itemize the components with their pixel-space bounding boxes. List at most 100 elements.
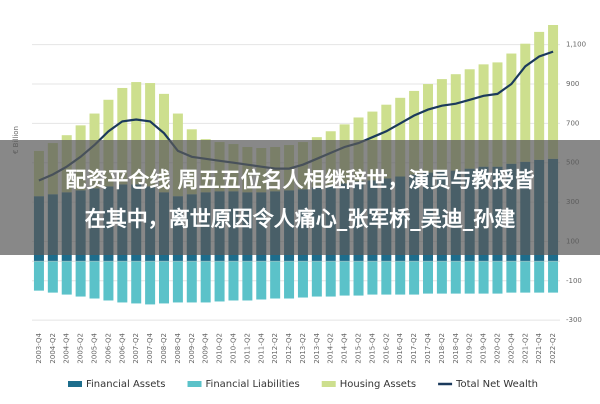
bar: [436, 79, 447, 172]
x-tick-label: 2010-Q2: [216, 333, 224, 364]
x-tick-label: 2017-Q2: [410, 333, 418, 364]
bar: [520, 261, 531, 293]
bar: [242, 261, 253, 301]
bar: [436, 261, 447, 294]
bar: [381, 261, 392, 295]
x-tick-label: 2020-Q2: [493, 333, 501, 364]
bar: [214, 261, 225, 302]
x-tick-label: 2013-Q2: [299, 333, 307, 364]
x-tick-label: 2016-Q2: [382, 333, 390, 364]
x-tick-label: 2019-Q2: [466, 333, 474, 364]
bar: [422, 261, 434, 294]
x-tick-label: 2003-Q4: [35, 332, 43, 363]
y-tick-label: -300: [566, 316, 582, 324]
x-tick-label: 2006-Q4: [118, 332, 126, 363]
bar: [158, 261, 170, 304]
bar: [325, 261, 336, 297]
x-tick-label: 2013-Q4: [313, 332, 321, 363]
x-tick-label: 2010-Q4: [229, 332, 237, 363]
bar: [145, 83, 156, 187]
x-tick-label: 2015-Q4: [368, 332, 376, 363]
bar: [395, 261, 406, 295]
bar: [367, 261, 378, 295]
bar: [270, 261, 281, 299]
x-tick-label: 2004-Q2: [49, 333, 57, 364]
bar: [534, 261, 545, 293]
x-tick-label: 2012-Q4: [285, 332, 293, 363]
legend: Financial Assets Financial Liabilities Hou…: [68, 379, 538, 390]
x-tick-label: 2004-Q4: [63, 332, 71, 363]
bar: [131, 261, 142, 304]
x-tick-label: 2020-Q4: [507, 332, 515, 363]
y-tick-label: 700: [566, 119, 579, 127]
bar: [548, 261, 559, 293]
x-tick-label: 2011-Q4: [257, 332, 265, 363]
x-tick-label: 2008-Q4: [174, 332, 182, 363]
bar: [297, 261, 308, 298]
bar: [61, 261, 72, 295]
bar: [520, 43, 531, 162]
legend-label: Total Net Wealth: [455, 379, 538, 390]
bar: [422, 84, 434, 173]
bar: [75, 261, 86, 297]
bar: [131, 82, 142, 185]
banner-background: [0, 140, 600, 255]
bar: [534, 31, 545, 160]
bar: [339, 261, 350, 296]
bar: [172, 261, 183, 303]
x-tick-label: 2021-Q4: [535, 332, 543, 363]
legend-swatch: [321, 381, 336, 387]
bar: [464, 261, 475, 294]
x-tick-label: 2012-Q2: [271, 333, 279, 364]
x-tick-label: 2008-Q2: [160, 333, 168, 364]
x-tick-label: 2016-Q4: [396, 332, 404, 363]
x-tick-label: 2009-Q4: [202, 332, 210, 363]
banner-line: 在其中，离世原因令人痛心_张军桥_吴迪_孙建: [85, 207, 516, 231]
bar: [464, 69, 475, 169]
y-tick-label: -100: [566, 277, 582, 285]
x-tick-label: 2011-Q2: [243, 333, 251, 364]
banner-line: 配资平仓线 周五五位名人相继辞世，演员与教授皆: [65, 168, 534, 192]
bar: [311, 261, 322, 297]
x-tick-label: 2018-Q2: [438, 333, 446, 364]
legend-swatch: [187, 381, 202, 387]
bar: [89, 261, 100, 299]
bar: [284, 261, 295, 299]
x-tick-label: 2018-Q4: [452, 332, 460, 363]
bar: [506, 53, 517, 164]
y-tick-label: 1,100: [566, 41, 586, 49]
bar: [409, 90, 420, 175]
bar: [409, 261, 420, 295]
x-tick-label: 2007-Q4: [146, 332, 154, 363]
bar: [117, 87, 128, 185]
bar: [186, 261, 197, 303]
x-tick-label: 2006-Q2: [104, 333, 112, 364]
x-tick-label: 2017-Q4: [424, 332, 432, 363]
bar: [492, 62, 503, 167]
x-tick-label: 2015-Q2: [355, 333, 363, 364]
x-tick-label: 2019-Q4: [480, 332, 488, 363]
x-tick-label: 2005-Q2: [77, 333, 85, 364]
x-tick-label: 2009-Q2: [188, 333, 196, 364]
x-tick-label: 2007-Q2: [132, 333, 140, 364]
x-tick-label: 2005-Q4: [91, 332, 99, 363]
bar: [395, 97, 406, 177]
bar: [506, 261, 517, 293]
x-tick-label: 2022-Q2: [549, 333, 557, 364]
bar: [145, 261, 156, 305]
bar: [103, 261, 114, 301]
bar: [492, 261, 503, 294]
bar: [548, 25, 559, 159]
bar: [450, 261, 461, 294]
bar: [47, 261, 58, 293]
legend-swatch: [68, 381, 82, 387]
x-tick-label: 2014-Q2: [327, 333, 335, 364]
x-tick-label: 2021-Q2: [521, 333, 529, 364]
legend-label: Housing Assets: [340, 379, 416, 390]
bar: [117, 261, 128, 303]
bar: [478, 64, 489, 167]
bar: [450, 74, 461, 171]
bar: [353, 261, 364, 296]
bar: [200, 261, 211, 303]
